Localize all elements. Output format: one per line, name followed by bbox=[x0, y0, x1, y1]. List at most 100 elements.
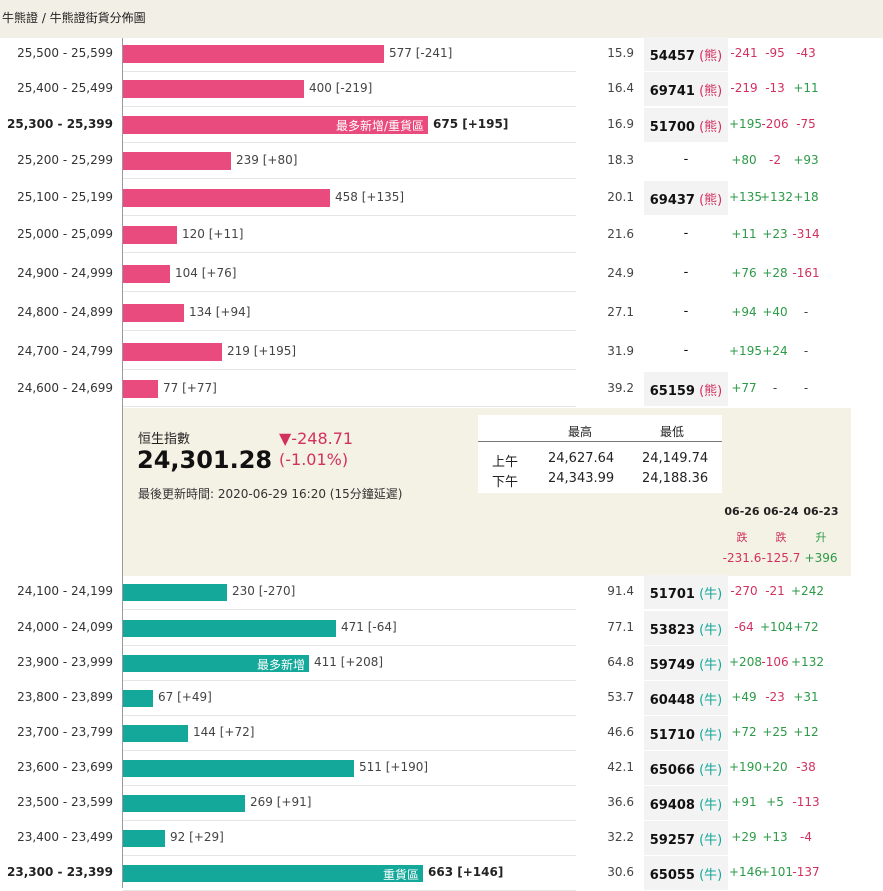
daily-change-2: - bbox=[772, 381, 778, 395]
bull-bar[interactable]: 最多新增 bbox=[123, 654, 309, 672]
warrant-code[interactable]: 54457 (熊) bbox=[644, 45, 728, 64]
warrant-code-number[interactable]: 65159 bbox=[649, 384, 695, 399]
warrant-code-number[interactable]: 69408 bbox=[649, 798, 695, 813]
strike-range: 25,200 - 25,299 bbox=[17, 153, 113, 167]
bull-bar[interactable] bbox=[123, 759, 354, 777]
bar-highlight-tag: 最多新增/重貨區 bbox=[335, 119, 424, 133]
bull-bar[interactable] bbox=[123, 689, 153, 707]
warrant-code-number[interactable]: 54457 bbox=[649, 49, 695, 64]
daily-change-1: +135 bbox=[729, 190, 762, 204]
distance-percent: 46.6 bbox=[607, 725, 634, 739]
bull-bar[interactable] bbox=[123, 724, 188, 742]
warrant-type-tag: (熊) bbox=[694, 84, 723, 99]
daily-change-3: - bbox=[803, 381, 809, 395]
warrant-code-number[interactable]: 69437 bbox=[649, 193, 695, 208]
bull-bar[interactable] bbox=[123, 829, 165, 847]
strike-range: 23,800 - 23,899 bbox=[17, 690, 113, 704]
warrant-code[interactable]: 51700 (熊) bbox=[644, 116, 728, 135]
strike-range: 23,600 - 23,699 bbox=[17, 760, 113, 774]
strike-range: 23,700 - 23,799 bbox=[17, 725, 113, 739]
warrant-code[interactable]: 60448 (牛) bbox=[644, 689, 728, 708]
bar-value-label: 134 [+94] bbox=[189, 305, 251, 319]
daily-change-3: - bbox=[803, 305, 809, 319]
distance-percent: 64.8 bbox=[607, 655, 634, 669]
daily-change-3: -38 bbox=[796, 760, 816, 774]
daily-change-1: +94 bbox=[731, 305, 757, 319]
daily-change-3: +31 bbox=[793, 690, 819, 704]
warrant-code[interactable]: 51701 (牛) bbox=[644, 583, 728, 602]
bar-value-label: 77 [+77] bbox=[163, 381, 217, 395]
warrant-code[interactable]: 59257 (牛) bbox=[644, 829, 728, 848]
bear-bar[interactable] bbox=[123, 189, 330, 207]
daily-change-2: -95 bbox=[765, 46, 785, 60]
warrant-code-number[interactable]: 59257 bbox=[649, 833, 695, 848]
daily-change-3: +242 bbox=[791, 584, 824, 598]
row-separator bbox=[123, 178, 576, 179]
warrant-code: - bbox=[683, 343, 689, 358]
bear-bar[interactable] bbox=[123, 45, 384, 63]
bar-value-label: 144 [+72] bbox=[193, 725, 255, 739]
distance-percent: 30.6 bbox=[607, 865, 634, 879]
warrant-code-number[interactable]: 65066 bbox=[649, 763, 695, 778]
distance-percent: 31.9 bbox=[607, 344, 634, 358]
history-value: -231.6 bbox=[722, 551, 762, 565]
warrant-code[interactable]: 51710 (牛) bbox=[644, 724, 728, 743]
warrant-code-number[interactable]: 53823 bbox=[649, 623, 695, 638]
warrant-code[interactable]: 69437 (熊) bbox=[644, 189, 728, 208]
distance-percent: 16.9 bbox=[607, 117, 634, 131]
row-separator bbox=[123, 609, 576, 610]
distance-percent: 18.3 bbox=[607, 153, 634, 167]
history-date: 06-23 bbox=[803, 505, 839, 518]
warrant-code[interactable]: 65159 (熊) bbox=[644, 380, 728, 399]
daily-change-1: +208 bbox=[729, 655, 762, 669]
warrant-type-tag: (熊) bbox=[694, 384, 723, 399]
bear-bar[interactable] bbox=[123, 343, 222, 361]
warrant-type-tag: (熊) bbox=[694, 193, 723, 208]
bull-bar[interactable] bbox=[123, 619, 336, 637]
daily-change-2: -2 bbox=[769, 153, 781, 167]
warrant-code-number[interactable]: 60448 bbox=[649, 693, 695, 708]
bull-bar[interactable] bbox=[123, 794, 245, 812]
warrant-code[interactable]: 69408 (牛) bbox=[644, 794, 728, 813]
warrant-code[interactable]: 59749 (牛) bbox=[644, 654, 728, 673]
last-update-time: 最後更新時間: 2020-06-29 16:20 (15分鐘延遲) bbox=[138, 487, 403, 501]
strike-range: 25,100 - 25,199 bbox=[17, 190, 113, 204]
warrant-type-tag: (牛) bbox=[694, 728, 723, 743]
warrant-code[interactable]: 65066 (牛) bbox=[644, 759, 728, 778]
daily-change-2: +104 bbox=[760, 620, 793, 634]
warrant-code[interactable]: 69741 (熊) bbox=[644, 80, 728, 99]
daily-change-1: -270 bbox=[730, 584, 758, 598]
bear-bar[interactable] bbox=[123, 304, 184, 322]
am-low: 24,149.74 bbox=[642, 451, 709, 466]
bull-bar[interactable]: 重貨區 bbox=[123, 864, 423, 882]
warrant-code-number[interactable]: 59749 bbox=[649, 658, 695, 673]
row-separator bbox=[123, 252, 576, 253]
warrant-code-number[interactable]: 51701 bbox=[649, 587, 695, 602]
warrant-code[interactable]: 65055 (牛) bbox=[644, 864, 728, 883]
bar-value-label: 663 [+146] bbox=[428, 865, 504, 879]
bar-value-label: 239 [+80] bbox=[236, 153, 298, 167]
daily-change-2: +40 bbox=[762, 305, 788, 319]
daily-change-2: +101 bbox=[760, 865, 793, 879]
row-separator bbox=[123, 785, 576, 786]
bear-bar[interactable]: 最多新增/重貨區 bbox=[123, 116, 428, 134]
daily-change-1: +76 bbox=[731, 266, 757, 280]
bear-bar[interactable] bbox=[123, 380, 158, 398]
bear-bar[interactable] bbox=[123, 226, 177, 244]
strike-range: 24,900 - 24,999 bbox=[17, 266, 113, 280]
daily-change-1: +49 bbox=[731, 690, 757, 704]
code-cell-bg bbox=[644, 856, 728, 890]
warrant-code-number[interactable]: 51700 bbox=[649, 120, 695, 135]
warrant-code[interactable]: 53823 (牛) bbox=[644, 619, 728, 638]
warrant-code-number[interactable]: 65055 bbox=[649, 868, 695, 883]
bull-bar[interactable] bbox=[123, 583, 227, 601]
bear-bar[interactable] bbox=[123, 265, 170, 283]
row-separator bbox=[123, 71, 576, 72]
bear-bar[interactable] bbox=[123, 80, 304, 98]
row-separator bbox=[123, 820, 576, 821]
warrant-code-number[interactable]: 51710 bbox=[649, 728, 695, 743]
warrant-code-number[interactable]: 69741 bbox=[649, 84, 695, 99]
daily-change-1: +195 bbox=[729, 344, 762, 358]
distance-percent: 20.1 bbox=[607, 190, 634, 204]
bear-bar[interactable] bbox=[123, 152, 231, 170]
